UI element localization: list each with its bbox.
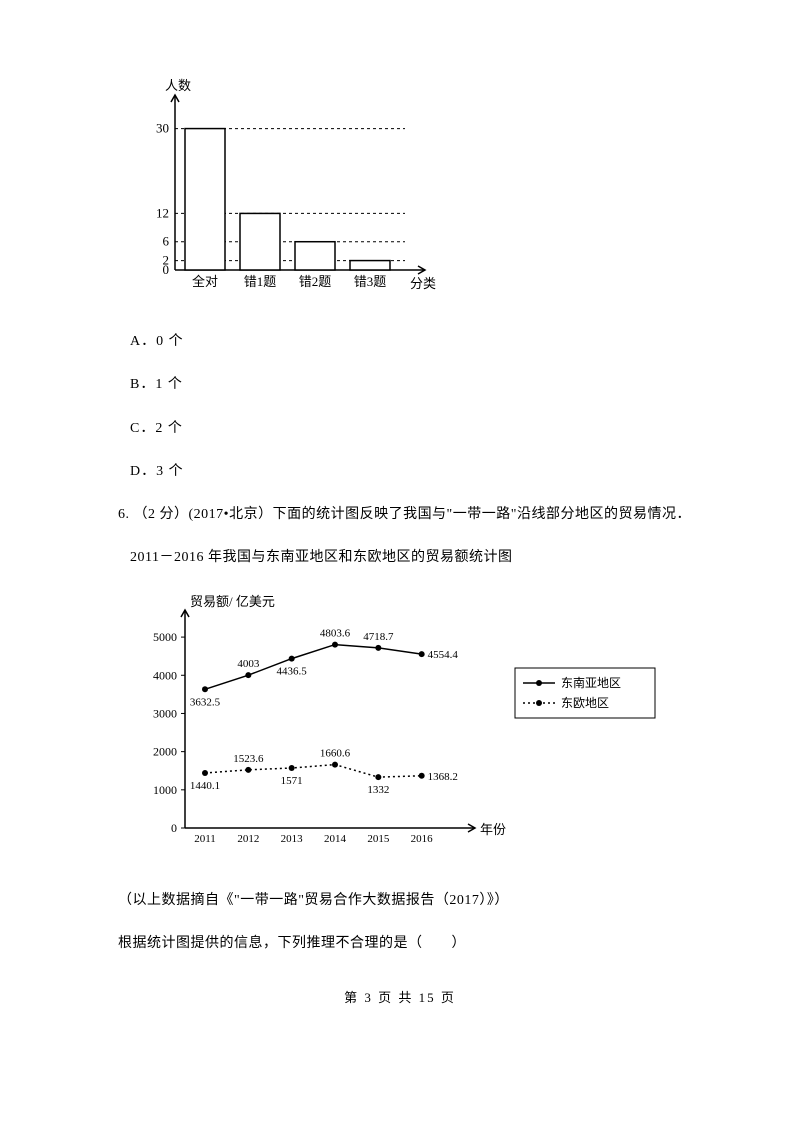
svg-text:2011: 2011 xyxy=(194,833,216,845)
bar-chart-svg: 人数分类0261230全对错1题错2题错3题 xyxy=(130,70,450,300)
chart-title: 2011－2016 年我国与东南亚地区和东欧地区的贸易额统计图 xyxy=(130,545,710,570)
svg-text:人数: 人数 xyxy=(165,78,191,93)
svg-text:1523.6: 1523.6 xyxy=(233,753,264,765)
svg-text:年份: 年份 xyxy=(480,822,506,837)
svg-text:2015: 2015 xyxy=(367,833,390,845)
line-chart: 贸易额/ 亿美元年份 0 1000 2000 3000 4000 5000 2011 2012 2… xyxy=(130,588,710,867)
svg-text:1000: 1000 xyxy=(153,783,177,797)
page-footer: 第 3 页 共 15 页 xyxy=(90,986,710,1009)
svg-text:贸易额/ 亿美元: 贸易额/ 亿美元 xyxy=(190,594,275,609)
svg-text:全对: 全对 xyxy=(192,274,218,289)
svg-text:分类: 分类 xyxy=(410,276,436,291)
option-d: D．3 个 xyxy=(130,459,710,484)
svg-text:1368.2: 1368.2 xyxy=(428,771,458,783)
svg-text:12: 12 xyxy=(156,205,169,220)
svg-text:3000: 3000 xyxy=(153,707,177,721)
svg-text:2012: 2012 xyxy=(237,833,259,845)
option-a: A．0 个 xyxy=(130,329,710,354)
option-b: B．1 个 xyxy=(130,372,710,397)
svg-text:2016: 2016 xyxy=(411,833,434,845)
svg-text:东南亚地区: 东南亚地区 xyxy=(561,675,621,690)
line-chart-svg: 贸易额/ 亿美元年份 0 1000 2000 3000 4000 5000 2011 2012 2… xyxy=(130,588,680,858)
svg-text:错3题: 错3题 xyxy=(354,274,387,289)
svg-text:3632.5: 3632.5 xyxy=(190,697,221,709)
svg-text:2000: 2000 xyxy=(153,745,177,759)
svg-text:2013: 2013 xyxy=(281,833,304,845)
svg-text:1440.1: 1440.1 xyxy=(190,780,220,792)
svg-text:东欧地区: 东欧地区 xyxy=(561,696,609,710)
answer-options: A．0 个 B．1 个 C．2 个 D．3 个 xyxy=(130,329,710,484)
bar-chart: 人数分类0261230全对错1题错2题错3题 xyxy=(130,70,710,309)
svg-text:5000: 5000 xyxy=(153,630,177,644)
svg-text:6: 6 xyxy=(163,234,170,249)
svg-text:4436.5: 4436.5 xyxy=(277,666,308,678)
svg-text:4718.7: 4718.7 xyxy=(363,631,394,643)
question-tail: 根据统计图提供的信息，下列推理不合理的是（ ） xyxy=(90,931,710,956)
svg-text:4803.6: 4803.6 xyxy=(320,628,351,640)
option-c: C．2 个 xyxy=(130,416,710,441)
svg-text:2014: 2014 xyxy=(324,833,347,845)
svg-text:1660.6: 1660.6 xyxy=(320,748,351,760)
svg-text:30: 30 xyxy=(156,121,169,136)
svg-text:错1题: 错1题 xyxy=(244,274,277,289)
svg-text:4003: 4003 xyxy=(237,658,259,670)
svg-text:4000: 4000 xyxy=(153,669,177,683)
svg-text:4554.4: 4554.4 xyxy=(428,649,459,661)
svg-text:1332: 1332 xyxy=(367,784,389,796)
svg-text:1571: 1571 xyxy=(281,775,303,787)
svg-text:错2题: 错2题 xyxy=(299,274,332,289)
svg-text:2: 2 xyxy=(163,253,170,268)
svg-text:0: 0 xyxy=(171,821,177,835)
question-6-text: 6. （2 分）(2017•北京）下面的统计图反映了我国与"一带一路"沿线部分地… xyxy=(90,502,710,527)
source-note: （以上数据摘自《"一带一路"贸易合作大数据报告（2017）》） xyxy=(90,888,710,913)
